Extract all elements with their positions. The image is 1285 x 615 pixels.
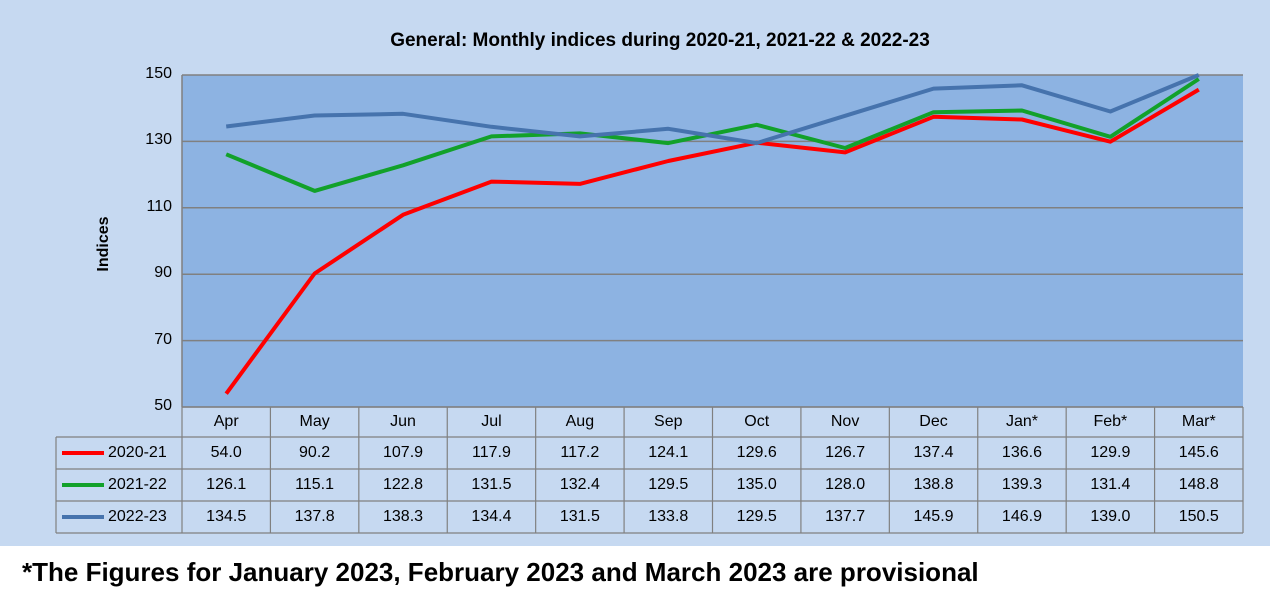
- x-tick-label: Apr: [213, 413, 239, 430]
- x-tick-label: Jan*: [1005, 413, 1038, 430]
- plot-area: [182, 75, 1243, 407]
- data-label: 124.1: [648, 444, 689, 461]
- data-label: 146.9: [1001, 508, 1042, 525]
- y-tick-label: 130: [145, 131, 172, 149]
- data-label: 139.0: [1090, 508, 1131, 525]
- data-label: 138.8: [913, 476, 954, 493]
- x-tick-label: Mar*: [1181, 413, 1216, 430]
- y-tick-label: 70: [154, 330, 172, 348]
- x-tick-label: Dec: [919, 413, 948, 430]
- data-label: 117.2: [560, 444, 600, 461]
- chart-title: General: Monthly indices during 2020-21,…: [390, 30, 930, 51]
- data-label: 137.7: [825, 508, 866, 525]
- series-line-2020-21: [224, 87, 1200, 395]
- x-tick-label: Nov: [830, 413, 860, 430]
- data-label: 132.4: [559, 476, 600, 493]
- series-line-2022-23: [225, 73, 1200, 146]
- x-tick-label: Aug: [565, 413, 595, 430]
- data-label: 138.3: [383, 508, 424, 525]
- chart-svg: [55, 73, 1244, 534]
- data-label: 117.9: [472, 444, 511, 461]
- data-label: 115.1: [295, 476, 335, 493]
- data-label: 135.0: [736, 476, 777, 493]
- data-label: 150.5: [1178, 508, 1219, 525]
- data-label: 128.0: [825, 476, 866, 493]
- table-grid: [55, 406, 1244, 534]
- y-axis-label: Indices: [95, 216, 112, 272]
- data-label: 134.5: [206, 508, 247, 525]
- data-label: 90.2: [299, 444, 331, 461]
- data-label: 126.7: [825, 444, 866, 461]
- data-label: 126.1: [206, 476, 247, 493]
- data-label: 129.6: [736, 444, 777, 461]
- x-tick-label: Feb*: [1093, 413, 1128, 430]
- data-label: 137.8: [294, 508, 335, 525]
- x-tick-label: Jul: [481, 413, 502, 430]
- data-label: 145.6: [1178, 444, 1219, 461]
- y-tick-label: 110: [146, 197, 172, 215]
- x-tick-label: Sep: [654, 413, 683, 430]
- series-label: 2022-23: [108, 508, 167, 525]
- data-label: 131.5: [471, 476, 512, 493]
- data-label: 148.8: [1178, 476, 1219, 493]
- data-label: 134.4: [471, 508, 512, 525]
- footnote: *The Figures for January 2023, February …: [22, 557, 979, 587]
- data-label: 145.9: [913, 508, 954, 525]
- data-label: 129.5: [648, 476, 689, 493]
- data-label: 136.6: [1001, 444, 1042, 461]
- series-label: 2020-21: [108, 444, 167, 461]
- data-label: 139.3: [1001, 476, 1042, 493]
- x-tick-label: Oct: [744, 413, 770, 430]
- data-label: 131.4: [1090, 476, 1131, 493]
- data-label: 131.5: [559, 508, 600, 525]
- y-tick-label: 90: [154, 264, 172, 282]
- x-tick-label: Jun: [390, 413, 416, 430]
- y-tick-label: 150: [145, 65, 172, 82]
- y-tick-label: 50: [154, 397, 172, 414]
- data-label: 129.9: [1090, 444, 1131, 461]
- data-label: 107.9: [383, 444, 424, 461]
- data-label: 122.8: [383, 476, 424, 493]
- data-label: 54.0: [210, 444, 242, 461]
- x-tick-label: May: [299, 413, 330, 430]
- series-label: 2021-22: [108, 476, 167, 493]
- data-label: 129.5: [736, 508, 777, 525]
- data-label: 137.4: [913, 444, 954, 461]
- data-label: 133.8: [648, 508, 689, 525]
